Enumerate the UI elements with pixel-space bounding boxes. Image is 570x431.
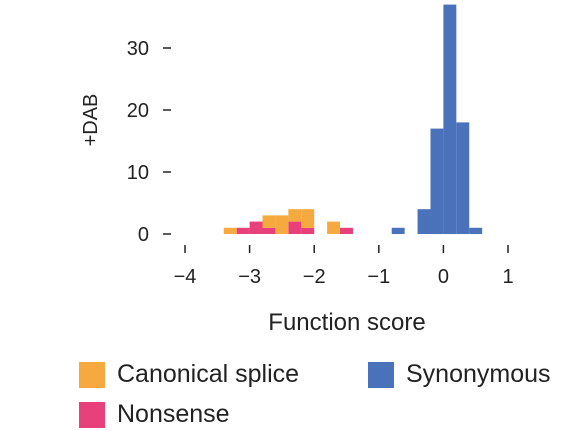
x-tick-label: 0: [438, 266, 449, 288]
y-tick-label: 0: [138, 224, 149, 246]
bar-canonical-splice: [275, 215, 289, 234]
x-tick-label: −1: [367, 266, 390, 288]
bar-canonical-splice: [223, 227, 237, 234]
bar-canonical-splice: [301, 209, 315, 228]
bar-nonsense: [262, 227, 276, 234]
y-tick-label: 30: [127, 38, 149, 60]
bar-synonymous: [443, 4, 457, 234]
bar-nonsense: [301, 227, 315, 234]
bar-canonical-splice: [288, 209, 302, 222]
bar-canonical-splice: [327, 221, 341, 234]
bar-synonymous: [391, 227, 405, 234]
legend-label-nonsense: Nonsense: [117, 400, 230, 428]
bar-synonymous: [456, 122, 470, 234]
histogram-bars: [223, 4, 483, 234]
bar-nonsense: [340, 227, 353, 234]
histogram-chart: 0 10 20 30 −4 −3 −2 −1 0 1 +DAB Function score: [80, 4, 514, 336]
x-tick-label: −4: [174, 266, 197, 288]
y-axis-label: +DAB: [80, 94, 102, 147]
legend-swatch-canonical-splice: [79, 361, 105, 388]
y-axis: 0 10 20 30: [127, 38, 171, 246]
x-tick-label: −3: [238, 266, 261, 288]
y-tick-label: 20: [127, 100, 149, 122]
legend-item-nonsense: Nonsense: [79, 400, 230, 429]
legend-item-synonymous: Synonymous: [368, 360, 551, 389]
legend-swatch-synonymous: [368, 361, 394, 388]
x-axis: −4 −3 −2 −1 0 1: [174, 245, 514, 288]
x-axis-label: Function score: [268, 309, 425, 336]
bar-nonsense: [249, 221, 263, 234]
bar-synonymous: [469, 227, 483, 234]
legend-label-canonical-splice: Canonical splice: [117, 360, 300, 388]
x-tick-label: −2: [303, 266, 326, 288]
bar-synonymous: [417, 209, 431, 234]
bar-synonymous: [430, 128, 444, 234]
x-tick-label: 1: [502, 266, 513, 288]
legend-label-synonymous: Synonymous: [406, 360, 551, 388]
bar-nonsense: [236, 227, 250, 234]
legend-swatch-nonsense: [79, 401, 105, 428]
y-tick-label: 10: [127, 162, 149, 184]
bar-nonsense: [288, 221, 302, 234]
legend-item-canonical-splice: Canonical splice: [79, 360, 299, 389]
bar-canonical-splice: [262, 215, 276, 228]
